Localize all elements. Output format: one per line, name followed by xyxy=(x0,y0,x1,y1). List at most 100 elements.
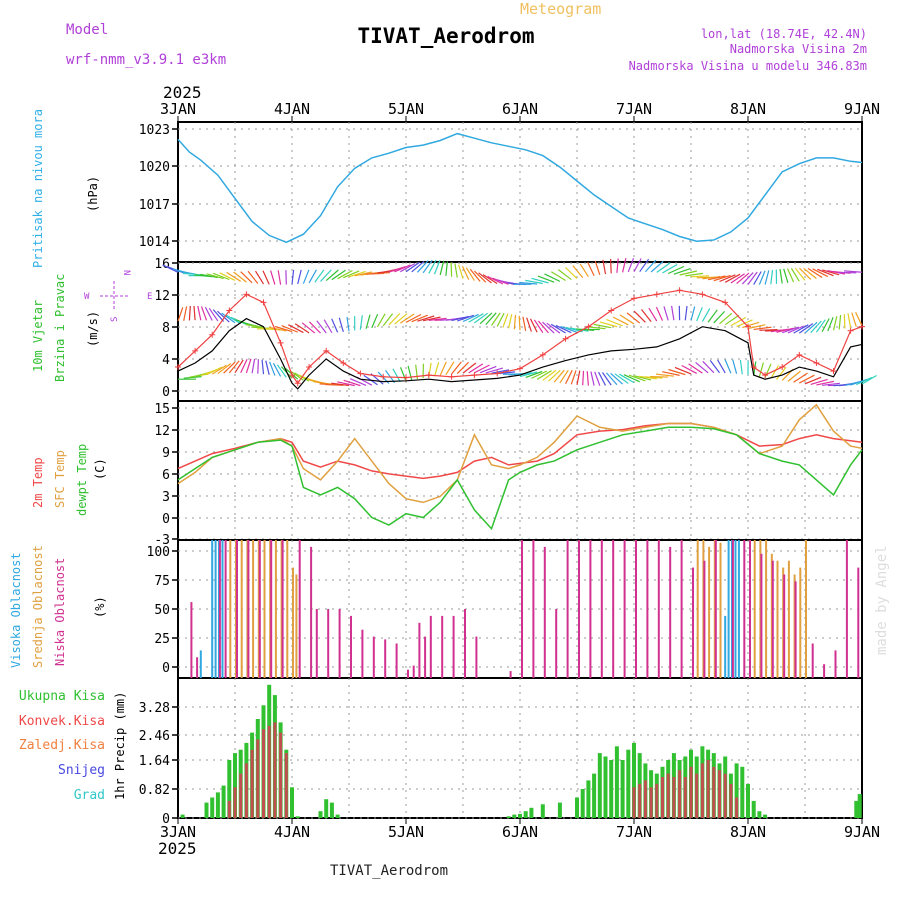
wind-arrow xyxy=(462,362,477,374)
wind-arrow xyxy=(695,361,709,374)
precip-label-conv: Konvek.Kisa xyxy=(19,714,105,729)
wind-gust-marker xyxy=(585,323,592,330)
wind-arrow xyxy=(662,371,680,376)
wind-arrow xyxy=(758,270,766,285)
precip-bar-total xyxy=(233,753,237,818)
wind-arrow xyxy=(753,271,762,285)
wind-arrow xyxy=(288,324,304,334)
time-label-top: 6JAN xyxy=(502,100,538,118)
wind-gust-marker xyxy=(762,372,769,379)
wind-arrow xyxy=(272,362,282,377)
precip-bar-total xyxy=(586,780,591,818)
time-label-bottom: 4JAN xyxy=(274,823,310,841)
wind-arrow xyxy=(810,378,828,385)
wind-arrow xyxy=(407,365,413,381)
cloud-bar-low xyxy=(310,546,313,678)
precip-bar-total xyxy=(221,785,226,818)
wind-gust-marker xyxy=(847,327,854,334)
wind-arrow xyxy=(478,272,492,284)
pressure-line xyxy=(177,132,863,244)
precip-bar-conv xyxy=(666,773,670,818)
wind-gust-marker xyxy=(294,380,301,387)
precip-bar-total xyxy=(857,794,862,818)
wind-arrow xyxy=(847,313,852,328)
wind-arrow xyxy=(388,313,401,326)
precip-bar-conv xyxy=(672,777,676,818)
wind-arrow xyxy=(204,306,213,321)
cloud-bar-low xyxy=(794,581,797,678)
wind-arrow xyxy=(474,364,490,374)
temp-label-2m: 2m Temp xyxy=(31,457,45,508)
wind-gust-marker xyxy=(289,372,295,379)
precip-bar-conv xyxy=(700,763,704,818)
wind-arrow xyxy=(445,261,448,276)
wind-arrow xyxy=(782,326,799,334)
wind-arrow xyxy=(807,267,823,279)
wind-arrow xyxy=(479,365,497,374)
y-tick-label-wind: 4 xyxy=(162,353,170,368)
wind-arrow xyxy=(496,312,505,327)
wind-arrow xyxy=(821,318,830,332)
wind-arrow xyxy=(314,269,325,283)
precip-bar-conv xyxy=(655,783,659,818)
wind-arrow xyxy=(590,371,595,386)
cloud-bar-low xyxy=(743,540,746,678)
wind-arrow xyxy=(537,275,555,283)
wind-arrow xyxy=(343,379,361,387)
pressure-units: (hPa) xyxy=(86,176,100,212)
wind-arrow xyxy=(546,322,561,334)
wind-arrow xyxy=(587,326,606,330)
wind-arrow xyxy=(576,370,581,385)
wind-arrow xyxy=(582,370,585,386)
wind-arrow xyxy=(542,321,555,334)
y-tick-label-temperature: -3 xyxy=(154,533,170,548)
wind-arrow xyxy=(671,305,675,321)
cloud-bar-mid xyxy=(696,540,699,678)
precip-bar-total xyxy=(180,814,185,818)
wind-arrow xyxy=(544,273,561,282)
cloud-bar-low xyxy=(361,629,364,678)
wind-arrow xyxy=(371,313,379,329)
cloud-bar-low xyxy=(589,540,592,678)
wind-arrow xyxy=(422,259,433,274)
wind-arrow xyxy=(502,313,509,328)
wind-arrow xyxy=(619,314,635,325)
wind-arrow xyxy=(793,372,808,383)
wind-arrow xyxy=(655,306,664,321)
wind-arrow xyxy=(394,313,408,325)
wind-arrow xyxy=(719,312,733,325)
wind-arrow xyxy=(764,270,770,285)
wind-arrow xyxy=(724,314,740,326)
wind-arrow xyxy=(226,271,242,282)
y-tick-label-wind: 8 xyxy=(162,321,170,336)
year-bottom: 2025 xyxy=(158,839,197,858)
wind-gust-marker xyxy=(631,295,637,302)
wind-arrow xyxy=(628,374,646,382)
wind-arrow xyxy=(565,370,573,384)
cloud-bar-low xyxy=(823,664,826,678)
wind-gust-marker xyxy=(306,364,313,371)
wind-arrow xyxy=(376,313,386,328)
wind-arrow xyxy=(776,327,794,333)
wind-gust-marker xyxy=(471,372,478,379)
precip-bar-conv xyxy=(643,780,647,818)
wind-arrow xyxy=(730,316,747,327)
wind-arrow xyxy=(668,368,686,376)
wind-arrow xyxy=(542,369,557,381)
wind-arrow xyxy=(465,267,475,281)
wind-arrow xyxy=(461,265,470,280)
wind-gust-marker xyxy=(859,323,865,330)
y-tick-label-temperature: 15 xyxy=(154,402,170,417)
precip-bar-total xyxy=(512,814,517,818)
wind-arrow xyxy=(812,268,829,278)
compass-n: N xyxy=(121,270,131,275)
cloud-bar-low xyxy=(532,540,535,678)
wind-arrow xyxy=(832,316,838,331)
precip-bar-total xyxy=(518,813,522,818)
y-tick-label-precip: 0 xyxy=(162,812,170,827)
wind-arrow xyxy=(844,270,863,273)
wind-arrow xyxy=(416,260,429,273)
wind-arrow xyxy=(594,260,601,276)
wind-arrow xyxy=(787,325,804,334)
wind-speed-line xyxy=(177,317,863,390)
